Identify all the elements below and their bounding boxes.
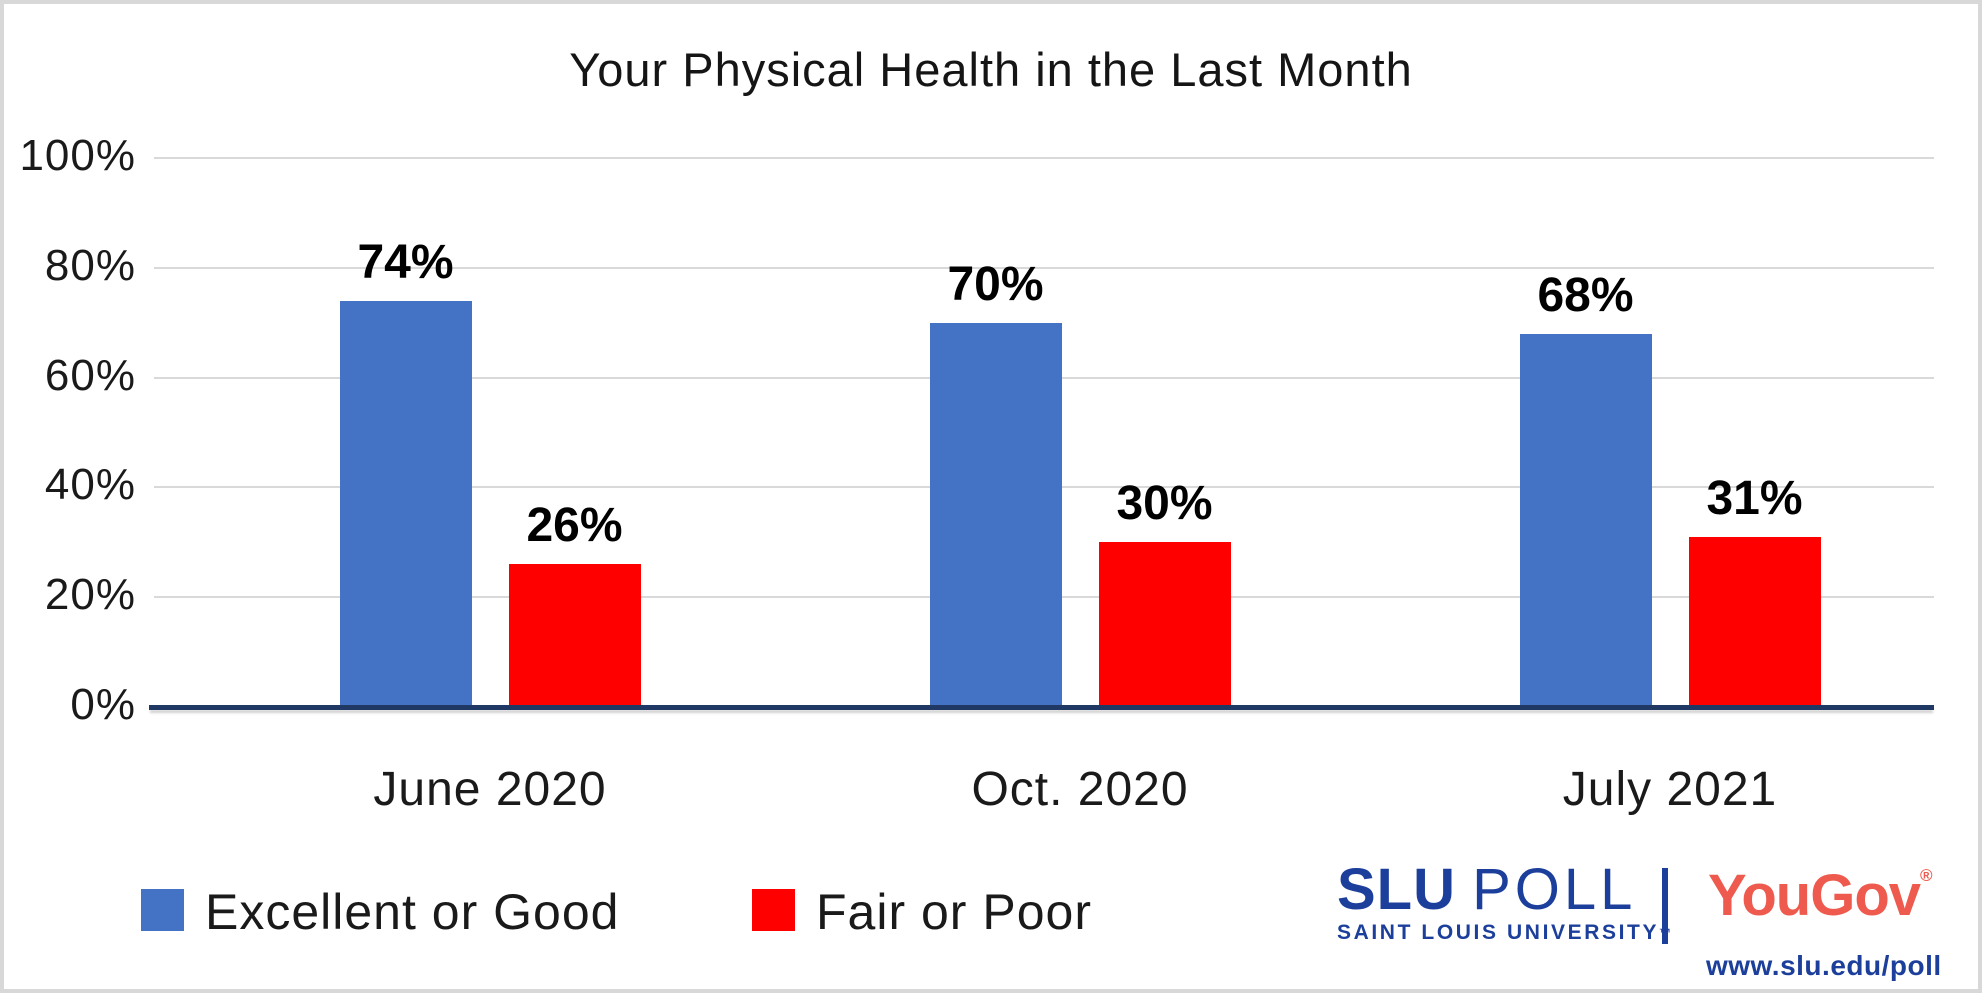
slu-subtitle: SAINT LOUIS UNIVERSITY™ bbox=[1337, 921, 1674, 945]
x-axis-label-1: June 2020 bbox=[373, 763, 607, 816]
slu-wordmark-text: SLU bbox=[1337, 857, 1456, 922]
yougov-logo: YouGov® bbox=[1708, 862, 1933, 929]
bar-oct-2020-series-2 bbox=[1098, 542, 1231, 705]
x-axis-label-3: July 2021 bbox=[1562, 763, 1778, 816]
bar-june-2020-series-2 bbox=[508, 564, 641, 705]
legend-swatch-2 bbox=[752, 889, 795, 931]
poll-url: www.slu.edu/poll bbox=[1706, 950, 1942, 981]
slu-poll-wordmark: SLU POLL bbox=[1337, 860, 1674, 920]
bar-value-label: 31% bbox=[1706, 471, 1803, 525]
y-tick-label-20: 20% bbox=[44, 570, 136, 620]
gridline-80 bbox=[154, 266, 1934, 269]
slu-poll-logo: SLU POLL SAINT LOUIS UNIVERSITY™ bbox=[1337, 860, 1674, 945]
bar-july-2021-series-1 bbox=[1519, 333, 1652, 705]
y-tick-label-40: 40% bbox=[44, 460, 136, 510]
bar-value-label: 70% bbox=[947, 257, 1044, 311]
bar-value-label: 30% bbox=[1116, 477, 1213, 531]
x-axis-line bbox=[149, 705, 1934, 710]
x-axis-label-2: Oct. 2020 bbox=[971, 763, 1189, 816]
legend-swatch-1 bbox=[141, 889, 184, 931]
legend-label-1: Excellent or Good bbox=[205, 884, 620, 940]
bar-value-label: 74% bbox=[357, 235, 454, 289]
bar-july-2021-series-2 bbox=[1688, 536, 1821, 705]
registered-symbol: ® bbox=[1920, 866, 1933, 885]
bar-value-label: 26% bbox=[526, 499, 623, 553]
poll-wordmark-text: POLL bbox=[1472, 857, 1637, 922]
logo-separator bbox=[1662, 868, 1668, 944]
y-tick-label-0: 0% bbox=[70, 680, 136, 729]
yougov-wordmark-text: YouGov bbox=[1708, 863, 1921, 928]
y-tick-label-100: 100% bbox=[19, 131, 136, 180]
bar-june-2020-series-1 bbox=[339, 300, 472, 705]
slu-subtitle-text: SAINT LOUIS UNIVERSITY bbox=[1337, 921, 1660, 944]
bar-oct-2020-series-1 bbox=[929, 322, 1062, 705]
bar-value-label: 68% bbox=[1537, 268, 1634, 322]
y-tick-label-80: 80% bbox=[44, 240, 136, 290]
chart-title: Your Physical Health in the Last Month bbox=[569, 43, 1413, 96]
legend-label-2: Fair or Poor bbox=[816, 884, 1092, 940]
gridline-100 bbox=[154, 157, 1934, 159]
y-tick-label-60: 60% bbox=[44, 350, 136, 400]
